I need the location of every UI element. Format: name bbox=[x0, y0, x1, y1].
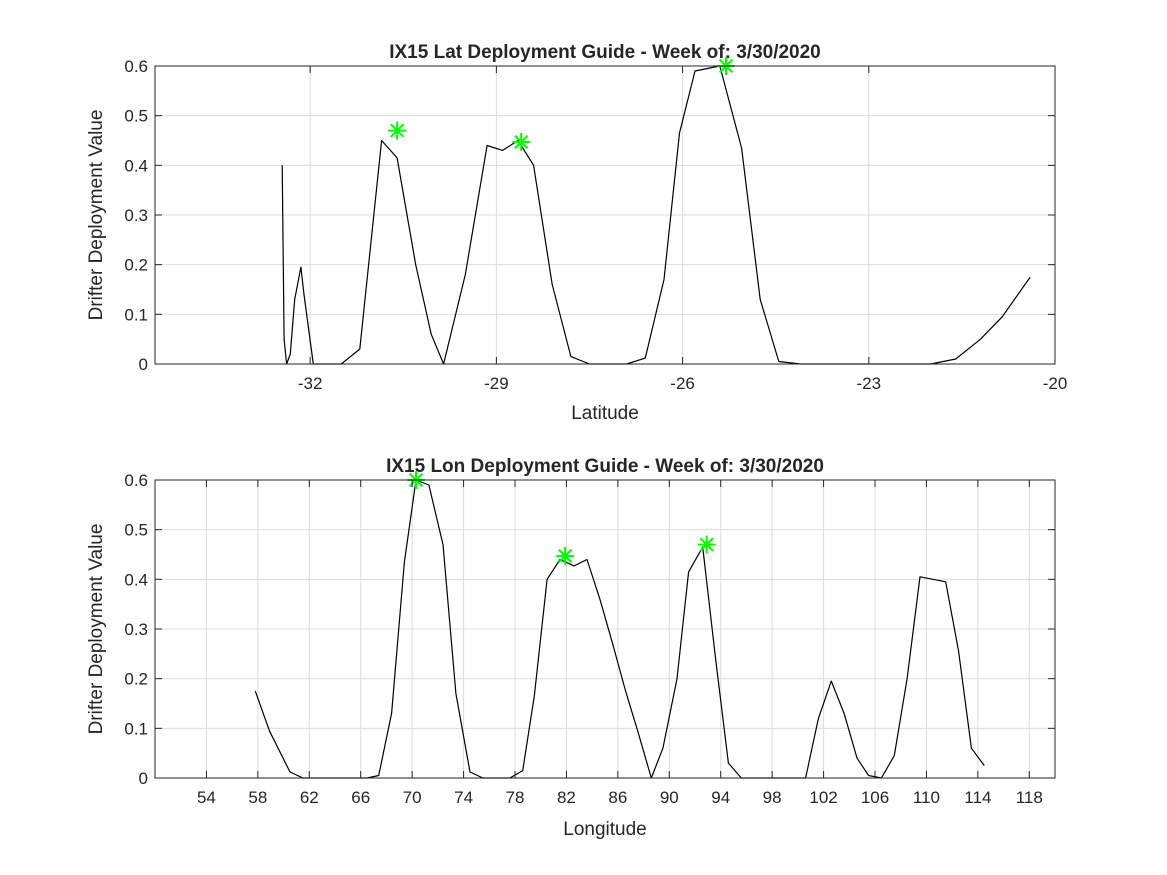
lon-x-tick-label: 106 bbox=[861, 788, 889, 807]
lat-y-tick-label: 0.3 bbox=[124, 206, 148, 225]
lon-x-tick-label: 86 bbox=[608, 788, 627, 807]
lat-deployment-plot: IX15 Lat Deployment Guide - Week of: 3/3… bbox=[86, 42, 1067, 424]
lon-series bbox=[254, 479, 985, 779]
lat-x-ticks: -32 -29 -26 -23 -20 bbox=[298, 66, 1067, 393]
lon-x-tick-label: 118 bbox=[1016, 788, 1043, 807]
lon-x-ticks: 54 58 62 66 70 74 78 82 86 90 94 98 102 106 110 114 118 bbox=[197, 480, 1043, 807]
lat-y-tick-label: 0.1 bbox=[124, 305, 148, 324]
lon-y-tick-label: 0.1 bbox=[124, 719, 148, 738]
lat-x-tick-label: -23 bbox=[857, 374, 882, 393]
lat-x-axis-label: Latitude bbox=[571, 403, 639, 424]
lon-x-tick-label: 58 bbox=[248, 788, 267, 807]
lon-x-axis-label: Longitude bbox=[563, 819, 646, 840]
lat-y-tick-label: 0.6 bbox=[124, 57, 148, 76]
lon-y-tick-label: 0.3 bbox=[124, 620, 148, 639]
lon-x-tick-label: 74 bbox=[454, 788, 473, 807]
lon-y-tick-label: 0.4 bbox=[124, 570, 148, 589]
lon-y-tick-label: 0.2 bbox=[124, 670, 148, 689]
lat-peak-marker-stroke bbox=[514, 134, 529, 150]
lon-x-tick-label: 70 bbox=[403, 788, 422, 807]
lat-peak-marker bbox=[512, 133, 531, 151]
lon-x-tick-label: 62 bbox=[300, 788, 319, 807]
lon-peak-marker-stroke bbox=[699, 537, 714, 552]
lon-y-tick-label: 0.6 bbox=[124, 471, 148, 490]
lat-x-tick-label: -20 bbox=[1043, 374, 1068, 393]
lat-plot-title: IX15 Lat Deployment Guide - Week of: 3/3… bbox=[389, 42, 821, 63]
lat-x-tick-label: -29 bbox=[484, 374, 509, 393]
lon-x-tick-label: 78 bbox=[506, 788, 525, 807]
lon-deployment-plot: IX15 Lon Deployment Guide - Week of: 3/3… bbox=[86, 456, 1056, 840]
lat-x-tick-label: -32 bbox=[298, 374, 323, 393]
lon-x-tick-label: 94 bbox=[711, 788, 730, 807]
lon-peak-marker bbox=[556, 547, 575, 565]
lon-x-tick-label: 90 bbox=[660, 788, 679, 807]
lon-x-tick-label: 102 bbox=[809, 788, 837, 807]
lon-y-tick-label: 0 bbox=[139, 769, 148, 788]
lat-y-tick-label: 0.4 bbox=[124, 156, 148, 175]
lat-peak-marker-stroke bbox=[390, 123, 405, 138]
lon-x-tick-label: 82 bbox=[557, 788, 576, 807]
lon-x-tick-label: 114 bbox=[964, 788, 991, 807]
lat-y-ticks: 0 0.1 0.2 0.3 0.4 0.5 0.6 bbox=[124, 57, 1055, 374]
lon-peak-marker-stroke bbox=[558, 548, 573, 564]
lon-x-tick-label: 98 bbox=[763, 788, 782, 807]
lon-x-tick-label: 66 bbox=[351, 788, 370, 807]
lon-peak-marker bbox=[697, 535, 716, 554]
lon-y-tick-label: 0.5 bbox=[124, 521, 148, 540]
lat-y-tick-label: 0.5 bbox=[124, 107, 148, 126]
lon-x-tick-label: 54 bbox=[197, 788, 216, 807]
lat-x-tick-label: -26 bbox=[670, 374, 695, 393]
lon-y-axis-label: Drifter Deployment Value bbox=[86, 524, 107, 735]
lon-series-line bbox=[254, 479, 985, 779]
lat-y-tick-label: 0 bbox=[139, 355, 148, 374]
lat-y-tick-label: 0.2 bbox=[124, 256, 148, 275]
lon-y-ticks: 0 0.1 0.2 0.3 0.4 0.5 0.6 bbox=[124, 471, 1055, 788]
lat-y-axis-label: Drifter Deployment Value bbox=[86, 110, 107, 321]
lon-plot-title: IX15 Lon Deployment Guide - Week of: 3/3… bbox=[386, 456, 824, 477]
lat-peak-marker bbox=[388, 121, 407, 140]
lon-x-tick-label: 110 bbox=[913, 788, 940, 807]
